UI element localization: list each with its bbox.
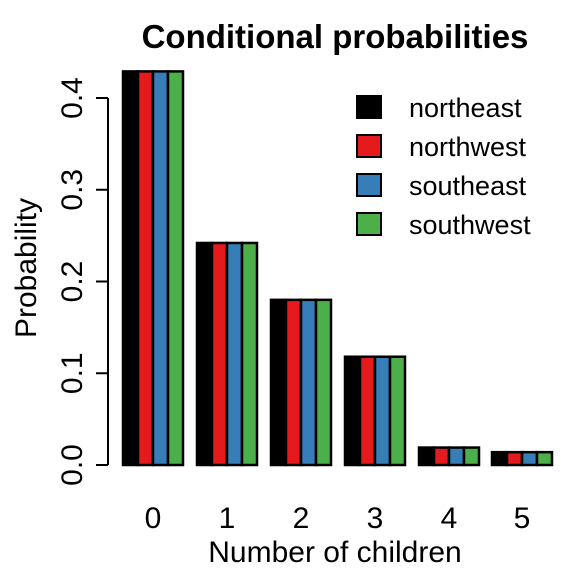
bars (121, 70, 554, 467)
y-tick-label: 0.4 (56, 77, 89, 119)
x-tick-label: 3 (367, 502, 384, 535)
bar-northwest-4 (432, 446, 451, 467)
x-tick-labels: 0 1 2 3 4 5 (145, 502, 531, 535)
bar-northeast-1 (195, 241, 214, 467)
x-tick-label: 5 (514, 502, 531, 535)
legend: northeast northwest southeast southwest (356, 93, 531, 240)
bar-southeast-3 (373, 355, 392, 467)
bar-northwest-5 (505, 450, 524, 467)
bar-northwest-3 (358, 355, 377, 467)
bar-southwest-1 (240, 241, 259, 467)
bar-northwest-0 (136, 70, 155, 467)
bar-southeast-5 (520, 450, 539, 467)
legend-swatch-southeast (356, 173, 382, 197)
bar-southwest-5 (535, 450, 554, 467)
bar-northeast-5 (490, 450, 509, 467)
y-tick-label: 0.2 (56, 261, 89, 303)
bar-northwest-1 (210, 241, 229, 467)
bar-northwest-2 (284, 298, 303, 467)
x-tick-label: 1 (219, 502, 236, 535)
legend-label-southeast: southeast (409, 171, 527, 201)
x-axis-title: Number of children (208, 536, 461, 569)
bar-southeast-1 (225, 241, 244, 467)
bar-northeast-2 (269, 298, 288, 467)
x-tick-label: 2 (293, 502, 310, 535)
bar-southeast-4 (447, 446, 466, 467)
y-tick-label: 0.0 (56, 444, 89, 486)
x-tick-label: 4 (441, 502, 458, 535)
chart-title: Conditional probabilities (142, 18, 529, 55)
bar-southeast-0 (151, 70, 170, 467)
y-axis: 0.0 0.1 0.2 0.3 0.4 (56, 77, 109, 486)
legend-label-southwest: southwest (409, 210, 531, 240)
x-tick-label: 0 (145, 502, 162, 535)
bar-southwest-0 (166, 70, 185, 467)
bar-northeast-4 (417, 446, 436, 467)
legend-label-northeast: northeast (409, 93, 522, 123)
bar-northeast-0 (121, 70, 140, 467)
y-tick-label: 0.3 (56, 169, 89, 211)
legend-label-northwest: northwest (409, 132, 527, 162)
bar-southwest-2 (314, 298, 333, 467)
bar-southwest-3 (388, 355, 407, 467)
legend-swatch-southwest (356, 212, 382, 236)
legend-swatch-northeast (356, 95, 382, 119)
bar-southeast-2 (299, 298, 318, 467)
legend-swatch-northwest (356, 134, 382, 158)
y-axis-title: Probability (10, 198, 43, 338)
bar-southwest-4 (462, 446, 481, 467)
y-tick-label: 0.1 (56, 352, 89, 394)
bar-northeast-3 (343, 355, 362, 467)
